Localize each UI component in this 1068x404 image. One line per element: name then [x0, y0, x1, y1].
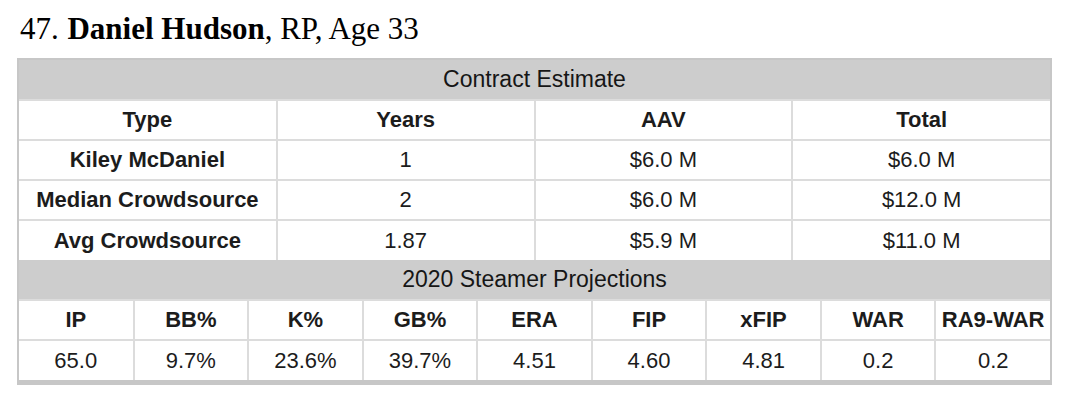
contract-table: Contract Estimate Type Years AAV Total K…: [19, 60, 1050, 260]
projections-title-row: 2020 Steamer Projections: [19, 260, 1050, 300]
cell-war: 0.2: [821, 340, 936, 380]
column-header-fip: FIP: [592, 300, 707, 340]
cell-ip: 65.0: [19, 340, 134, 380]
cell-aav: $5.9 M: [535, 220, 793, 260]
cell-aav: $6.0 M: [535, 140, 793, 180]
column-header-gb-pct: GB%: [363, 300, 478, 340]
cell-bb-pct: 9.7%: [134, 340, 249, 380]
cell-k-pct: 23.6%: [248, 340, 363, 380]
page-title: 47.Daniel Hudson, RP, Age 33: [0, 0, 1068, 51]
player-meta: , RP, Age 33: [265, 11, 419, 46]
cell-total: $12.0 M: [792, 180, 1050, 220]
cell-xfip: 4.81: [706, 340, 821, 380]
column-header-ra9-war: RA9-WAR: [935, 300, 1050, 340]
column-header-xfip: xFIP: [706, 300, 821, 340]
table-row: Median Crowdsource 2 $6.0 M $12.0 M: [19, 180, 1050, 220]
column-header-type: Type: [19, 100, 277, 140]
column-header-ip: IP: [19, 300, 134, 340]
cell-years: 2: [277, 180, 535, 220]
cell-fip: 4.60: [592, 340, 707, 380]
table-row: Avg Crowdsource 1.87 $5.9 M $11.0 M: [19, 220, 1050, 260]
player-name: Daniel Hudson: [67, 11, 264, 46]
table-row: 65.0 9.7% 23.6% 39.7% 4.51 4.60 4.81 0.2…: [19, 340, 1050, 380]
row-label-kiley-mcdaniel: Kiley McDaniel: [19, 140, 277, 180]
row-label-median-crowdsource: Median Crowdsource: [19, 180, 277, 220]
contract-table-title: Contract Estimate: [19, 60, 1050, 100]
contract-header-row: Type Years AAV Total: [19, 100, 1050, 140]
column-header-war: WAR: [821, 300, 936, 340]
cell-total: $6.0 M: [792, 140, 1050, 180]
cell-years: 1.87: [277, 220, 535, 260]
row-label-avg-crowdsource: Avg Crowdsource: [19, 220, 277, 260]
cell-ra9-war: 0.2: [935, 340, 1050, 380]
table-row: Kiley McDaniel 1 $6.0 M $6.0 M: [19, 140, 1050, 180]
page: 47.Daniel Hudson, RP, Age 33 Contract Es…: [0, 0, 1068, 404]
column-header-bb-pct: BB%: [134, 300, 249, 340]
column-header-era: ERA: [477, 300, 592, 340]
column-header-aav: AAV: [535, 100, 793, 140]
projections-header-row: IP BB% K% GB% ERA FIP xFIP WAR RA9-WAR: [19, 300, 1050, 340]
contract-title-row: Contract Estimate: [19, 60, 1050, 100]
cell-gb-pct: 39.7%: [363, 340, 478, 380]
cell-years: 1: [277, 140, 535, 180]
column-header-total: Total: [792, 100, 1050, 140]
tables-container: Contract Estimate Type Years AAV Total K…: [17, 58, 1052, 385]
projections-table: 2020 Steamer Projections IP BB% K% GB% E…: [19, 260, 1050, 380]
projections-table-title: 2020 Steamer Projections: [19, 260, 1050, 300]
cell-total: $11.0 M: [792, 220, 1050, 260]
column-header-years: Years: [277, 100, 535, 140]
cell-aav: $6.0 M: [535, 180, 793, 220]
cell-era: 4.51: [477, 340, 592, 380]
player-rank: 47.: [20, 11, 59, 46]
column-header-k-pct: K%: [248, 300, 363, 340]
